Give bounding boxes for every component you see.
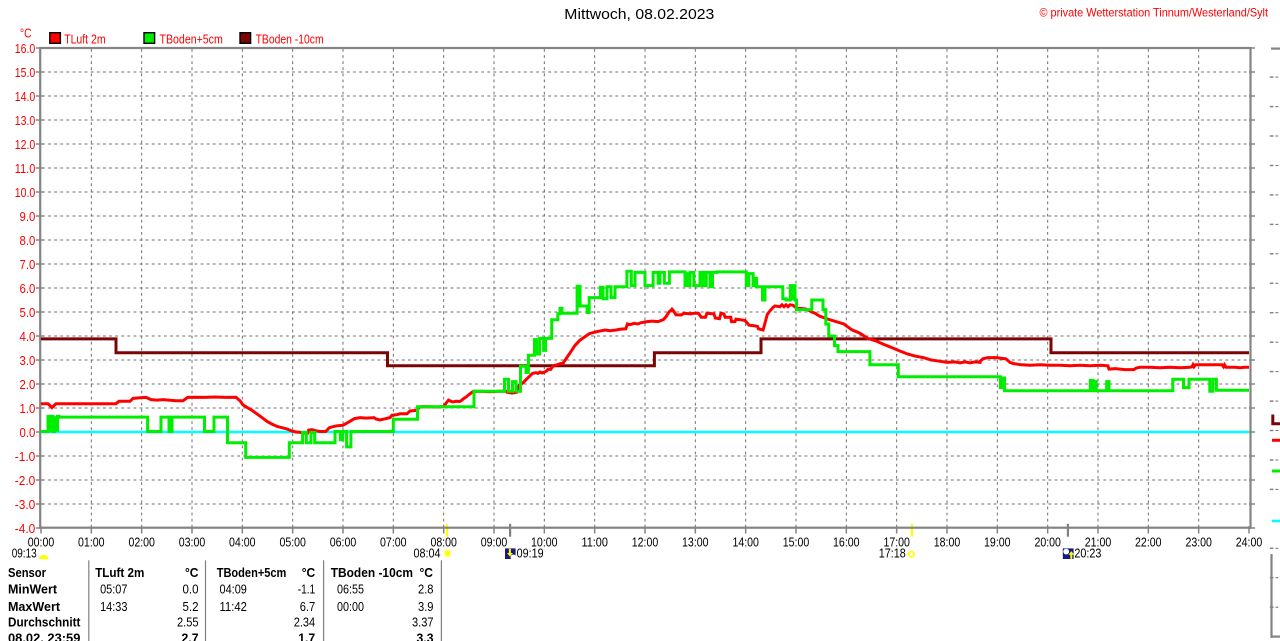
svg-text:TBoden -10cm: TBoden -10cm	[331, 565, 413, 580]
svg-text:9.0: 9.0	[20, 209, 36, 224]
svg-text:08.02. 23:59: 08.02. 23:59	[8, 631, 80, 641]
svg-text:08:04: 08:04	[414, 546, 441, 561]
svg-text:04:09: 04:09	[220, 582, 247, 597]
svg-text:04:00: 04:00	[229, 534, 256, 549]
svg-text:06:00: 06:00	[330, 534, 357, 549]
svg-text:17:00: 17:00	[883, 534, 910, 549]
svg-text:MinWert: MinWert	[8, 582, 58, 597]
svg-text:11:00: 11:00	[581, 534, 608, 549]
svg-text:09:00: 09:00	[481, 534, 508, 549]
svg-text:6.0: 6.0	[20, 281, 36, 296]
svg-text:16.0: 16.0	[15, 41, 36, 56]
svg-text:00:00: 00:00	[337, 599, 364, 614]
svg-text:09:13: 09:13	[12, 546, 37, 561]
svg-text:0.0: 0.0	[183, 582, 199, 597]
svg-text:00:00: 00:00	[28, 534, 55, 549]
svg-text:12:00: 12:00	[632, 534, 659, 549]
svg-text:4.0: 4.0	[20, 329, 36, 344]
svg-text:21:00: 21:00	[1085, 534, 1112, 549]
svg-text:07:00: 07:00	[380, 534, 407, 549]
svg-text:11:42: 11:42	[220, 599, 247, 614]
svg-text:20:23: 20:23	[1074, 546, 1101, 561]
svg-text:1.0: 1.0	[20, 401, 36, 416]
svg-text:TLuft 2m: TLuft 2m	[95, 565, 144, 580]
svg-text:8.0: 8.0	[20, 233, 36, 248]
svg-text:20:00: 20:00	[1034, 534, 1061, 549]
svg-text:-2.0: -2.0	[15, 473, 36, 488]
svg-text:19:00: 19:00	[984, 534, 1011, 549]
svg-text:05:00: 05:00	[279, 534, 306, 549]
svg-text:05:07: 05:07	[100, 582, 127, 597]
svg-text:15:00: 15:00	[783, 534, 810, 549]
svg-text:12.0: 12.0	[15, 137, 36, 152]
svg-text:°C: °C	[20, 27, 32, 41]
svg-text:14:00: 14:00	[732, 534, 759, 549]
svg-text:11.0: 11.0	[15, 161, 36, 176]
svg-text:3.3: 3.3	[417, 631, 434, 641]
svg-text:Mittwoch, 08.02.2023: Mittwoch, 08.02.2023	[564, 7, 714, 23]
svg-text:-1.0: -1.0	[15, 449, 36, 464]
svg-text:23:00: 23:00	[1185, 534, 1212, 549]
svg-text:TBoden+5cm: TBoden+5cm	[217, 565, 287, 580]
svg-text:1.7: 1.7	[298, 631, 315, 641]
svg-text:TBoden -10cm: TBoden -10cm	[256, 31, 324, 46]
svg-text:7.0: 7.0	[20, 257, 36, 272]
svg-text:TBoden+5cm: TBoden+5cm	[160, 31, 223, 46]
svg-text:2.8: 2.8	[418, 582, 434, 597]
svg-text:17:18: 17:18	[879, 546, 906, 561]
svg-text:13.0: 13.0	[15, 113, 36, 128]
svg-text:18:00: 18:00	[934, 534, 961, 549]
svg-text:°C: °C	[420, 565, 434, 580]
svg-text:06:55: 06:55	[337, 582, 364, 597]
svg-text:2.0: 2.0	[20, 377, 36, 392]
svg-text:01:00: 01:00	[78, 534, 105, 549]
svg-text:-3.0: -3.0	[15, 497, 36, 512]
svg-text:15.0: 15.0	[15, 65, 36, 80]
svg-text:TLuft 2m: TLuft 2m	[64, 31, 105, 46]
svg-text:© private Wetterstation Tinnum: © private Wetterstation Tinnum/Westerlan…	[1040, 5, 1269, 19]
svg-text:22:00: 22:00	[1135, 534, 1162, 549]
svg-text:°C: °C	[185, 565, 199, 580]
svg-text:10:00: 10:00	[531, 534, 558, 549]
svg-text:MaxWert: MaxWert	[8, 599, 61, 614]
svg-text:13:00: 13:00	[682, 534, 709, 549]
svg-text:3.0: 3.0	[20, 353, 36, 368]
svg-text:Sensor: Sensor	[8, 565, 46, 580]
svg-text:5.0: 5.0	[20, 305, 36, 320]
svg-text:-1.1: -1.1	[298, 582, 316, 597]
svg-text:6.7: 6.7	[300, 599, 316, 614]
svg-text:5.2: 5.2	[183, 599, 199, 614]
svg-text:09:19: 09:19	[517, 546, 544, 561]
svg-text:03:00: 03:00	[179, 534, 206, 549]
svg-text:0.0: 0.0	[20, 425, 36, 440]
svg-text:08:00: 08:00	[430, 534, 457, 549]
svg-text:16:00: 16:00	[833, 534, 860, 549]
svg-text:2.34: 2.34	[294, 614, 316, 629]
svg-text:02:00: 02:00	[128, 534, 155, 549]
svg-text:3.37: 3.37	[412, 614, 434, 629]
svg-text:3.9: 3.9	[418, 599, 434, 614]
svg-text:Durchschnitt: Durchschnitt	[8, 614, 81, 629]
svg-text:2.7: 2.7	[182, 631, 199, 641]
svg-text:24:00: 24:00	[1236, 534, 1263, 549]
svg-text:-4.0: -4.0	[15, 521, 36, 536]
svg-text:14.0: 14.0	[15, 89, 36, 104]
svg-text:2.55: 2.55	[177, 614, 199, 629]
svg-text:14:33: 14:33	[100, 599, 127, 614]
svg-text:°C: °C	[302, 565, 316, 580]
svg-text:10.0: 10.0	[15, 185, 36, 200]
